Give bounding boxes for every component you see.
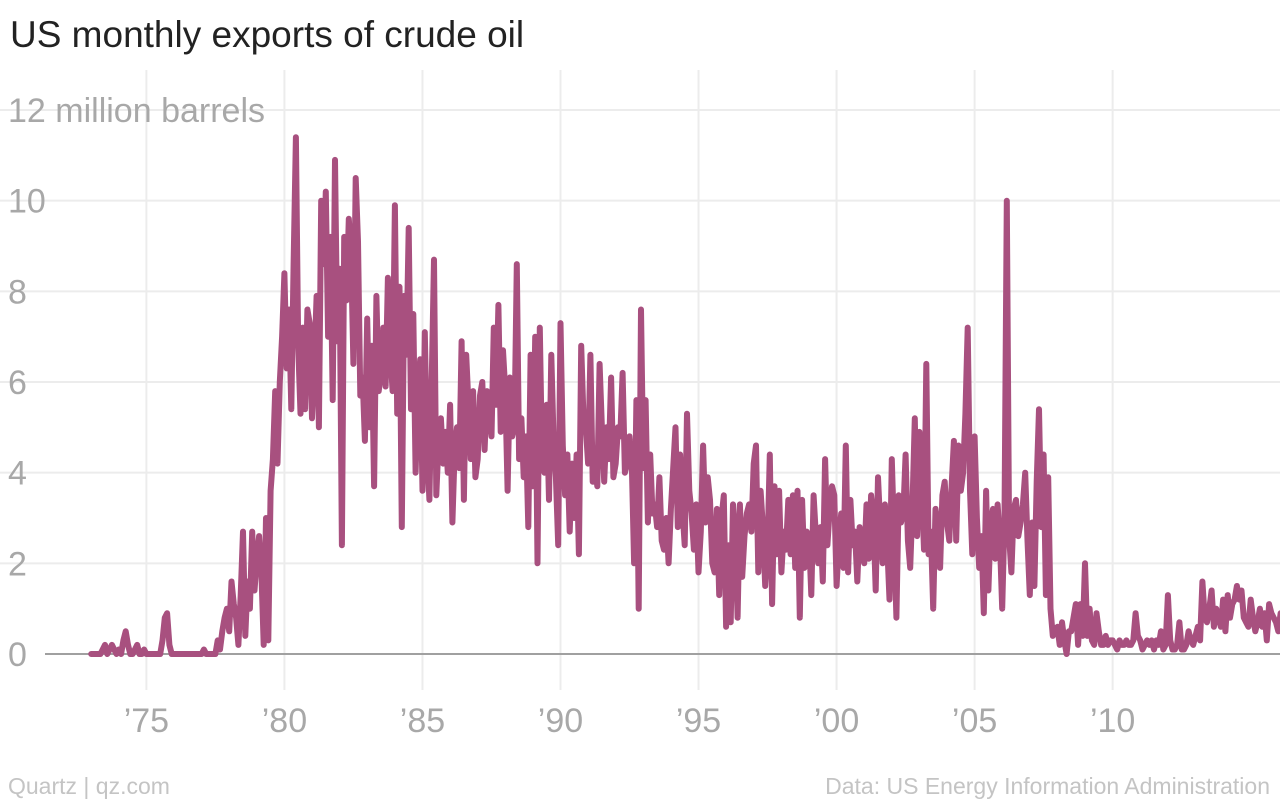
y-tick-label: 6 <box>8 364 27 402</box>
x-tick-label: ’10 <box>1090 702 1135 740</box>
y-tick-label: 4 <box>8 455 27 493</box>
x-axis-tick-labels: ’75 ’80 ’85 ’90 ’95 ’00 ’05 ’10 <box>124 702 1136 740</box>
x-tick-label: ’90 <box>538 702 583 740</box>
x-tick-label: ’80 <box>262 702 307 740</box>
series-line-layer <box>88 134 1280 657</box>
y-tick-label: 8 <box>8 273 27 311</box>
x-tick-label: ’75 <box>124 702 169 740</box>
y-tick-label: 10 <box>8 183 46 221</box>
source-text: Data: US Energy Information Administrati… <box>825 773 1270 799</box>
chart-title: US monthly exports of crude oil <box>10 14 525 55</box>
series-line-crude-oil-exports <box>88 134 1280 657</box>
x-tick-label: ’00 <box>814 702 859 740</box>
y-tick-label: 2 <box>8 545 27 583</box>
credit-text: Quartz | qz.com <box>8 773 170 799</box>
x-tick-label: ’95 <box>676 702 721 740</box>
y-tick-label: 0 <box>8 636 27 674</box>
y-axis-unit-label: 12 million barrels <box>8 92 265 130</box>
x-tick-label: ’05 <box>952 702 997 740</box>
y-axis-tick-labels: 0 2 4 6 8 10 <box>8 183 46 674</box>
x-tick-label: ’85 <box>400 702 445 740</box>
